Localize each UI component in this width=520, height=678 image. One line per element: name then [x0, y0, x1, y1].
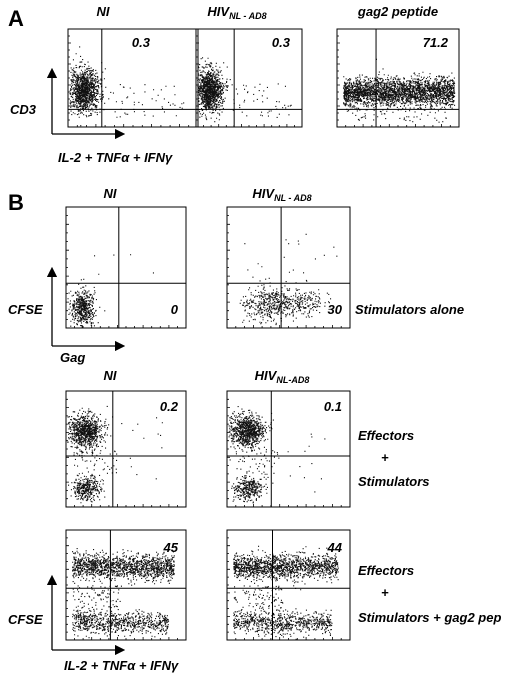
- scatter-dots: [343, 58, 456, 123]
- plot-ticks: [227, 398, 342, 507]
- plot-b3-value: 0.2: [160, 399, 179, 414]
- plot-a3-value: 71.2: [423, 35, 449, 50]
- plot-ticks: [68, 35, 190, 127]
- plot-a3-title: gag2 peptide: [357, 4, 438, 19]
- plot-ticks: [337, 35, 451, 127]
- scatter-plot-a2: [195, 28, 303, 128]
- scatter-dots: [228, 406, 326, 504]
- plot-a2-value: 0.3: [272, 35, 291, 50]
- scatter-dots: [69, 46, 185, 127]
- row3-side-label-3: Stimulators + gag2 pep: [358, 610, 501, 625]
- plot-b2-title: HIVNL - AD8: [252, 186, 311, 203]
- row3-side-label-1: Effectors: [358, 563, 414, 578]
- panel-a-xlabel: IL-2 + TNFα + IFNγ: [58, 150, 173, 165]
- plot-ticks: [66, 398, 178, 507]
- plot-b6-value: 44: [327, 540, 343, 555]
- scatter-dots: [239, 233, 338, 326]
- scatter-dots: [197, 57, 292, 123]
- row2-side-label-3: Stimulators: [358, 474, 430, 489]
- scatter-plot-b2: [226, 206, 351, 329]
- plot-ticks: [227, 215, 342, 328]
- scatter-dots: [72, 548, 175, 639]
- scatter-plot-b1: [65, 206, 187, 329]
- scatter-plot-b3: [65, 390, 187, 508]
- plot-b1-value: 0: [171, 302, 179, 317]
- plot-b5-value: 45: [163, 540, 179, 555]
- scatter-dots: [67, 405, 163, 504]
- plot-ticks: [196, 35, 295, 127]
- plot-ticks: [66, 215, 178, 328]
- scatter-dots: [233, 545, 339, 640]
- panel-b-letter: B: [8, 190, 24, 215]
- scatter-plot-b5: [65, 529, 187, 641]
- panel-a-letter: A: [8, 6, 24, 31]
- row2-side-label-1: Effectors: [358, 428, 414, 443]
- row3-ylabel: CFSE: [8, 612, 43, 627]
- panel-a-ylabel: CD3: [10, 102, 37, 117]
- row3-side-label-2: +: [381, 585, 389, 600]
- row1-xlabel: Gag: [60, 350, 85, 365]
- row1-ylabel: CFSE: [8, 302, 43, 317]
- plot-a1-title: NI: [97, 4, 110, 19]
- scatter-dots: [67, 254, 154, 328]
- plot-a2-title: HIVNL - AD8: [207, 4, 266, 21]
- row2-side-label-2: +: [381, 450, 389, 465]
- plot-b2-value: 30: [328, 302, 343, 317]
- plot-b1-title: NI: [104, 186, 117, 201]
- scatter-plot-b4: [226, 390, 351, 508]
- scatter-plot-b6: [226, 529, 351, 641]
- plot-a1-value: 0.3: [132, 35, 151, 50]
- row1-side-label: Stimulators alone: [355, 302, 464, 317]
- scatter-plot-a3: [336, 28, 460, 128]
- plot-b4-title: HIVNL-AD8: [255, 368, 310, 385]
- plot-b3-title: NI: [104, 368, 117, 383]
- plot-ticks: [66, 537, 178, 640]
- plot-b4-value: 0.1: [324, 399, 342, 414]
- plot-ticks: [227, 537, 342, 640]
- row3-xlabel: IL-2 + TNFα + IFNγ: [64, 658, 179, 673]
